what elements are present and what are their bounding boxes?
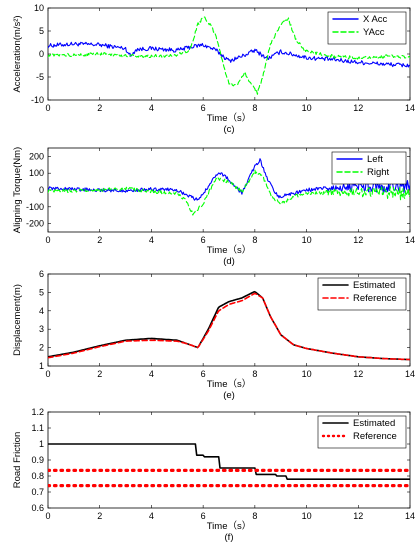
legend-label: Estimated xyxy=(353,280,395,291)
panel-label: (c) xyxy=(223,124,234,135)
legend-label: YAcc xyxy=(363,27,385,38)
legend-label: Right xyxy=(367,167,390,178)
y-tick-label: 10 xyxy=(34,3,44,13)
y-tick-label: 5 xyxy=(39,26,44,36)
y-tick-label: -5 xyxy=(36,72,44,82)
chart-panel-2: 0 2 4 6 8 10 12 14 -200 -100 0 100 200 Time（s）(d) Alig… xyxy=(12,147,415,267)
legend-label: Estimated xyxy=(353,418,395,429)
y-tick-label: -10 xyxy=(31,95,44,105)
y-axis-label: Road Friction xyxy=(12,432,23,489)
x-tick-label: 6 xyxy=(201,511,206,521)
x-axis-label: Time（s） xyxy=(207,378,252,390)
legend: Estimated Reference xyxy=(317,277,407,311)
x-tick-label: 6 xyxy=(201,369,206,379)
chart-panel-3: 0 2 4 6 8 10 12 14123456Time（s）(e)Displacement(… xyxy=(12,269,415,401)
x-tick-label: 0 xyxy=(45,511,50,521)
x-tick-label: 14 xyxy=(405,235,415,245)
y-tick-label: 0.7 xyxy=(31,487,44,497)
x-tick-label: 4 xyxy=(149,369,154,379)
series-line-yacc xyxy=(48,16,410,95)
x-tick-label: 10 xyxy=(302,369,312,379)
x-tick-label: 10 xyxy=(302,103,312,113)
x-tick-label: 8 xyxy=(252,235,257,245)
y-tick-label: 5 xyxy=(39,287,44,297)
x-tick-label: 2 xyxy=(97,511,102,521)
legend-label: Reference xyxy=(353,431,397,442)
x-tick-label: 14 xyxy=(405,103,415,113)
x-tick-label: 2 xyxy=(97,235,102,245)
legend: Left Right xyxy=(331,151,407,185)
x-tick-label: 2 xyxy=(97,103,102,113)
series-group xyxy=(48,16,410,95)
panel-label: (d) xyxy=(223,256,235,267)
x-tick-label: 2 xyxy=(97,369,102,379)
x-tick-label: 6 xyxy=(201,235,206,245)
panel-label: (f) xyxy=(225,532,234,543)
y-tick-label: 1.1 xyxy=(31,423,44,433)
y-tick-label: 0 xyxy=(39,185,44,195)
y-tick-label: 1 xyxy=(39,361,44,371)
x-tick-label: 4 xyxy=(149,511,154,521)
legend-label: Left xyxy=(367,154,383,165)
y-tick-label: 6 xyxy=(39,269,44,279)
y-axis-label: Acceleration(m/s²) xyxy=(12,15,23,92)
legend-label: X Acc xyxy=(363,14,388,25)
x-tick-label: 12 xyxy=(353,369,363,379)
x-tick-label: 6 xyxy=(201,103,206,113)
x-tick-label: 4 xyxy=(149,235,154,245)
y-tick-label: -100 xyxy=(26,202,44,212)
y-tick-label: 100 xyxy=(29,168,44,178)
x-tick-label: 10 xyxy=(302,235,312,245)
panel-label: (e) xyxy=(223,390,235,401)
chart-panel-1: 0 2 4 6 8 10 12 14 -10 -5 0 5 10 Time（s）(c) Accelerati… xyxy=(12,3,415,135)
x-tick-label: 0 xyxy=(45,103,50,113)
x-tick-label: 8 xyxy=(252,369,257,379)
y-tick-label: 200 xyxy=(29,151,44,161)
y-tick-label: 0.9 xyxy=(31,455,44,465)
series-line-x-acc xyxy=(48,41,410,68)
x-tick-label: 10 xyxy=(302,511,312,521)
series-group xyxy=(48,443,410,488)
y-tick-label: 1 xyxy=(39,439,44,449)
x-tick-label: 12 xyxy=(353,511,363,521)
chart-panel-4: 0 2 4 6 8 10 12 14 0.6 0.7 0.8 0.9 1 1.1 1.2 Time（s）(f)… xyxy=(12,407,415,543)
y-tick-label: 1.2 xyxy=(31,407,44,417)
y-axis-label: Aligning Torque(Nm) xyxy=(12,147,23,233)
y-tick-label: 3 xyxy=(39,324,44,334)
legend: Estimated Reference xyxy=(317,415,407,449)
y-tick-label: 0.6 xyxy=(31,503,44,513)
y-tick-label: 0.8 xyxy=(31,471,44,481)
legend: X Acc YAcc xyxy=(327,11,407,45)
x-tick-label: 12 xyxy=(353,235,363,245)
y-axis-label: Displacement(m) xyxy=(12,284,23,356)
x-axis-label: Time（s） xyxy=(207,112,252,124)
series-line-reference xyxy=(48,292,410,361)
x-tick-label: 4 xyxy=(149,103,154,113)
series-group xyxy=(48,290,410,361)
x-tick-label: 8 xyxy=(252,103,257,113)
y-tick-label: -200 xyxy=(26,219,44,229)
x-axis-label: Time（s） xyxy=(207,244,252,256)
x-tick-label: 14 xyxy=(405,369,415,379)
series-line-estimated xyxy=(48,443,410,481)
x-tick-label: 0 xyxy=(45,369,50,379)
y-tick-label: 2 xyxy=(39,343,44,353)
x-tick-label: 14 xyxy=(405,511,415,521)
y-tick-label: 0 xyxy=(39,49,44,59)
legend-label: Reference xyxy=(353,293,397,304)
x-tick-label: 0 xyxy=(45,235,50,245)
x-tick-label: 8 xyxy=(252,511,257,521)
series-line-right xyxy=(48,169,410,216)
y-tick-label: 4 xyxy=(39,306,44,316)
x-tick-label: 12 xyxy=(353,103,363,113)
series-line-estimated xyxy=(48,290,410,361)
x-axis-label: Time（s） xyxy=(207,520,252,532)
